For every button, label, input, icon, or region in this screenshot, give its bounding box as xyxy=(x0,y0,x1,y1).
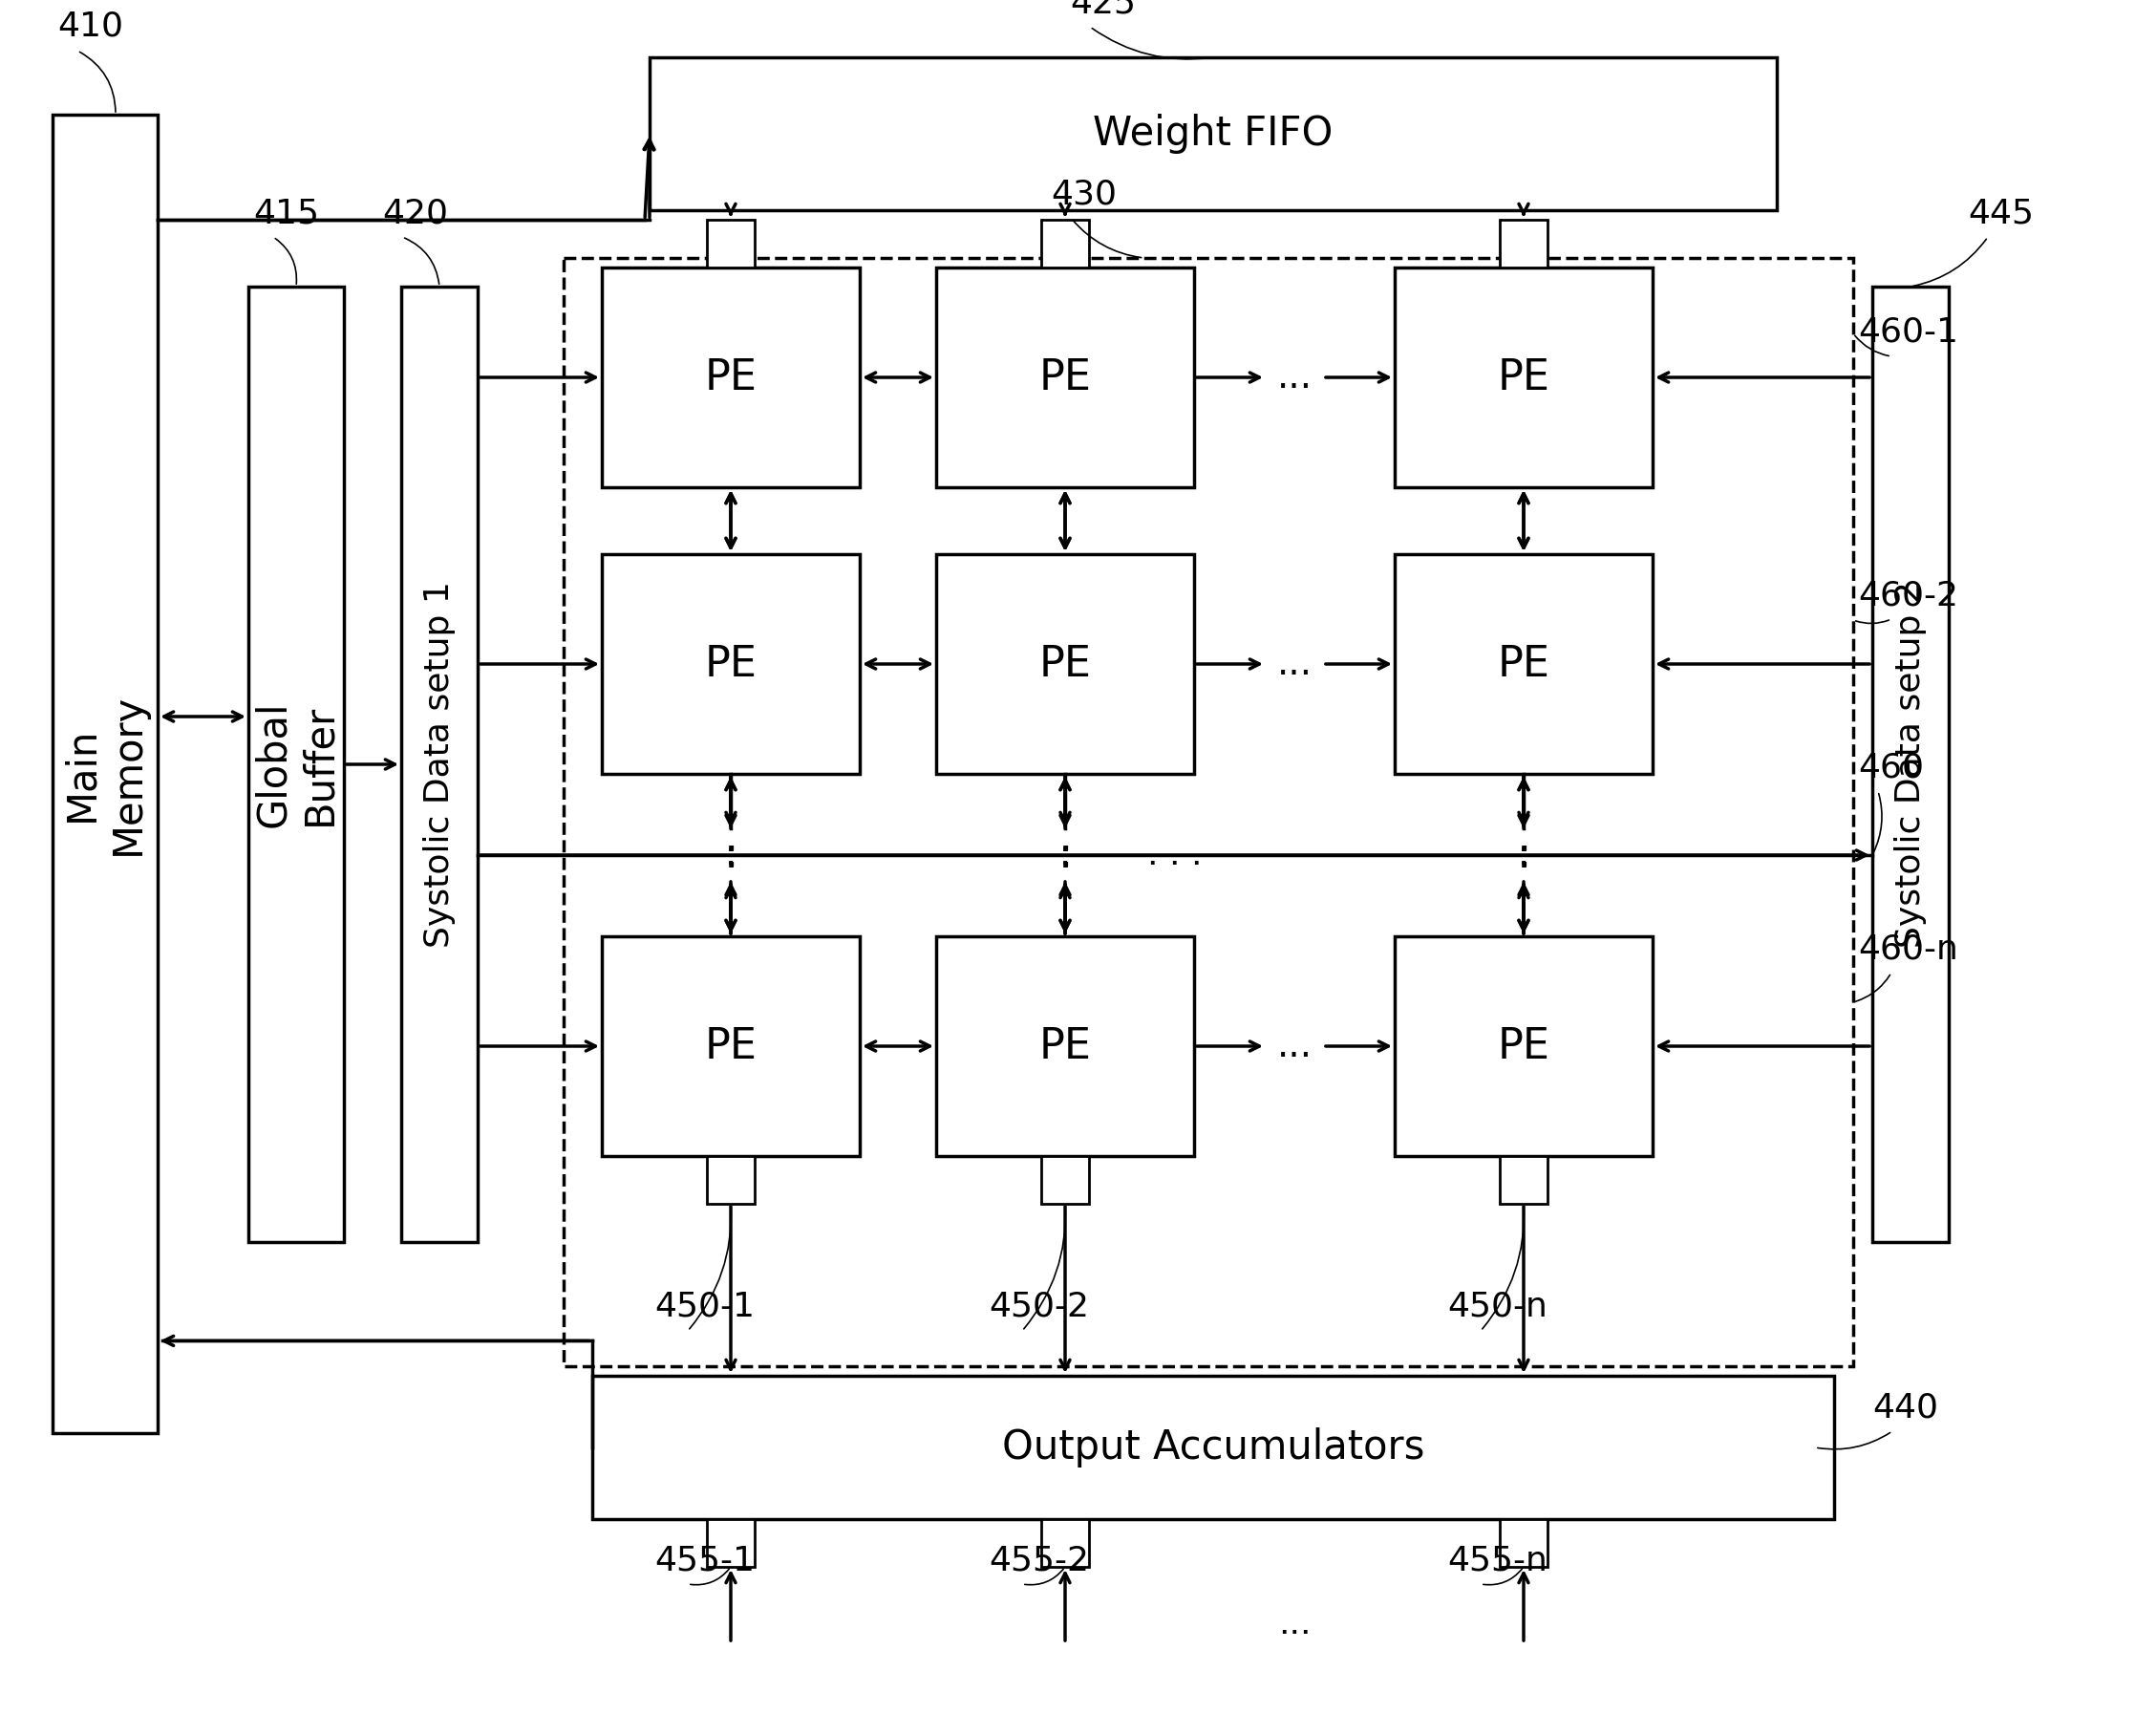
Text: :: : xyxy=(1059,835,1072,876)
Bar xyxy=(707,1155,755,1203)
Text: PE: PE xyxy=(705,643,757,684)
Text: 410: 410 xyxy=(58,10,123,43)
Text: PE: PE xyxy=(1039,643,1091,684)
Bar xyxy=(52,115,157,1433)
Text: 445: 445 xyxy=(1968,197,2033,230)
Text: 455-1: 455-1 xyxy=(655,1544,755,1577)
Bar xyxy=(1871,286,1949,1243)
Text: Output Accumulators: Output Accumulators xyxy=(1003,1428,1425,1467)
Text: 440: 440 xyxy=(1871,1392,1938,1424)
Text: 450-n: 450-n xyxy=(1447,1291,1548,1323)
Text: PE: PE xyxy=(1498,1025,1550,1066)
Bar xyxy=(936,936,1194,1155)
Bar xyxy=(707,1519,755,1567)
Text: 460-2: 460-2 xyxy=(1858,579,1958,612)
Text: 460: 460 xyxy=(1858,751,1923,783)
Bar xyxy=(1041,1155,1089,1203)
Bar xyxy=(1395,936,1654,1155)
Text: :: : xyxy=(724,835,737,876)
Text: ...: ... xyxy=(1279,1608,1311,1640)
Bar xyxy=(1395,267,1654,487)
Text: PE: PE xyxy=(1498,357,1550,398)
Text: PE: PE xyxy=(1039,357,1091,398)
Text: ...: ... xyxy=(1276,360,1313,396)
Bar xyxy=(1501,219,1548,267)
Text: PE: PE xyxy=(1498,643,1550,684)
Text: PE: PE xyxy=(705,357,757,398)
Text: Main
Memory: Main Memory xyxy=(63,692,149,855)
Text: ...: ... xyxy=(1276,1028,1313,1064)
Bar xyxy=(1501,1519,1548,1567)
Text: :: : xyxy=(724,835,737,876)
Bar xyxy=(936,554,1194,775)
Text: 460-n: 460-n xyxy=(1858,932,1958,965)
Bar xyxy=(1501,1155,1548,1203)
Text: 425: 425 xyxy=(1069,0,1136,19)
Text: 455-2: 455-2 xyxy=(990,1544,1089,1577)
Bar xyxy=(707,219,755,267)
Bar xyxy=(1041,219,1089,267)
Text: :: : xyxy=(1059,838,1072,871)
Text: Weight FIFO: Weight FIFO xyxy=(1093,113,1332,154)
Bar xyxy=(602,936,860,1155)
Text: :: : xyxy=(1516,835,1531,876)
Text: :: : xyxy=(1059,835,1072,876)
Text: . . .: . . . xyxy=(1147,838,1203,871)
Bar xyxy=(1041,1519,1089,1567)
Text: :: : xyxy=(1518,838,1529,871)
Bar xyxy=(936,267,1194,487)
Text: 420: 420 xyxy=(382,197,448,230)
Bar xyxy=(649,57,1777,211)
Text: 455-n: 455-n xyxy=(1447,1544,1548,1577)
Bar xyxy=(248,286,345,1243)
Bar xyxy=(401,286,479,1243)
Text: Systolic Data setup 1: Systolic Data setup 1 xyxy=(423,581,455,948)
Bar xyxy=(602,554,860,775)
Text: Global
Buffer: Global Buffer xyxy=(252,701,338,828)
Text: PE: PE xyxy=(1039,1025,1091,1066)
Bar xyxy=(563,259,1854,1366)
Text: 450-2: 450-2 xyxy=(990,1291,1089,1323)
Text: :: : xyxy=(1518,835,1531,876)
Text: :: : xyxy=(724,838,737,871)
Bar xyxy=(1395,554,1654,775)
Text: 430: 430 xyxy=(1050,178,1117,211)
Text: 415: 415 xyxy=(252,197,319,230)
Text: ...: ... xyxy=(1276,646,1313,682)
Text: PE: PE xyxy=(705,1025,757,1066)
Text: 460-1: 460-1 xyxy=(1858,317,1958,348)
Bar xyxy=(593,1376,1835,1519)
Text: 450-1: 450-1 xyxy=(655,1291,755,1323)
Text: Systolic Data setup 2: Systolic Data setup 2 xyxy=(1895,581,1927,948)
Bar xyxy=(602,267,860,487)
